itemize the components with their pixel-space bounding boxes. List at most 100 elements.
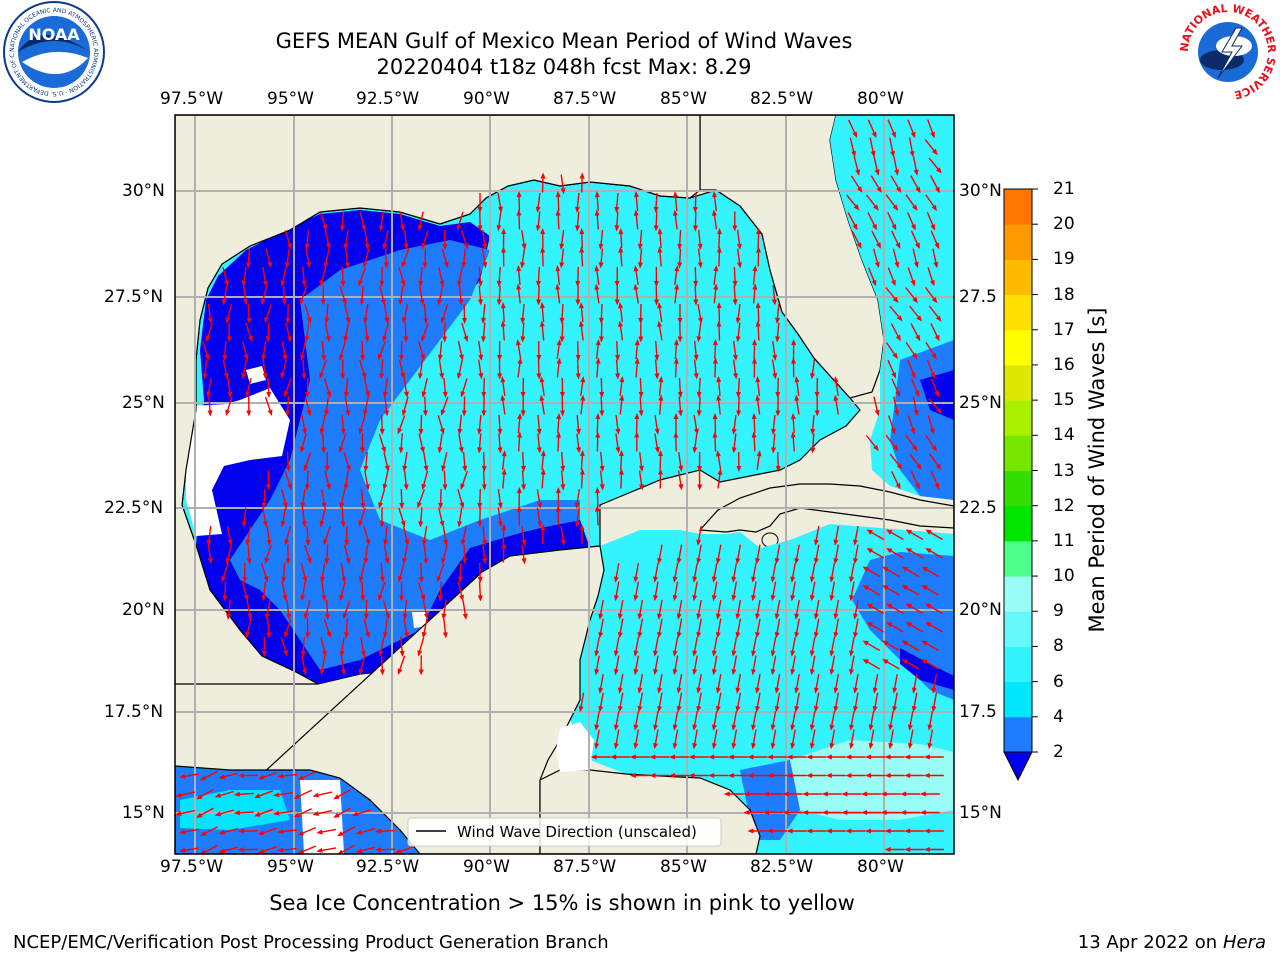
wave-direction-arrowhead — [299, 446, 305, 454]
colorbar-tick-label: 8 — [1053, 636, 1064, 657]
wave-direction-arrowhead — [633, 191, 639, 198]
wave-direction-arrowhead — [856, 242, 862, 249]
wave-direction-arrowhead — [672, 669, 678, 676]
wave-direction-arrowhead — [301, 373, 307, 380]
wave-direction-arrowhead — [536, 428, 542, 435]
wave-direction-arrowhead — [923, 754, 930, 760]
wave-direction-arrowhead — [497, 428, 503, 435]
wave-direction-arrowhead — [196, 794, 203, 800]
wave-direction-arrowhead — [931, 706, 937, 713]
wave-direction-arrowhead — [501, 524, 507, 531]
wave-direction-arrowhead — [868, 724, 874, 731]
lat-label-left: 25°N — [122, 393, 165, 413]
wave-direction-arrowhead — [909, 151, 915, 158]
wave-direction-arrowhead — [303, 464, 309, 472]
wave-direction-arrowhead — [886, 548, 893, 554]
wave-direction-arrowhead — [460, 483, 466, 490]
wave-direction-arrowhead — [895, 390, 900, 398]
wave-direction-arrowhead — [539, 394, 545, 401]
wave-direction-arrowhead — [712, 339, 718, 346]
wave-direction-arrowhead — [770, 650, 776, 657]
wave-direction-arrowhead — [342, 612, 348, 620]
wave-direction-arrowhead — [442, 632, 448, 639]
wave-direction-arrowhead — [770, 743, 776, 750]
colorbar — [1003, 188, 1038, 782]
wave-direction-arrowhead — [872, 223, 877, 231]
colorbar-cell — [1004, 259, 1032, 296]
wave-direction-arrowhead — [653, 650, 658, 657]
wave-direction-arrowhead — [397, 668, 403, 675]
wave-direction-arrowhead — [921, 640, 928, 646]
wave-direction-arrowhead — [857, 186, 863, 193]
wave-direction-arrowhead — [657, 320, 662, 327]
wave-direction-arrowhead — [175, 811, 182, 816]
wave-direction-arrowhead — [580, 376, 586, 383]
wave-direction-arrowhead — [559, 262, 565, 269]
wave-direction-arrowhead — [634, 431, 640, 438]
wave-direction-arrowhead — [462, 465, 468, 472]
wave-direction-arrowhead — [934, 334, 940, 342]
wave-direction-arrowhead — [241, 280, 247, 287]
wave-direction-arrowhead — [910, 279, 916, 287]
wave-direction-arrowhead — [540, 228, 546, 234]
wave-direction-arrowhead — [556, 431, 562, 438]
wave-direction-arrowhead — [540, 468, 546, 475]
wave-direction-arrowhead — [732, 299, 738, 306]
wave-direction-arrowhead — [556, 339, 562, 346]
wave-direction-arrowhead — [694, 428, 699, 435]
wave-direction-arrowhead — [459, 594, 464, 602]
wave-direction-arrowhead — [337, 831, 344, 837]
wave-direction-arrowhead — [806, 754, 813, 760]
wave-direction-arrowhead — [321, 502, 327, 509]
wave-direction-arrowhead — [829, 650, 835, 657]
wave-direction-arrowhead — [910, 372, 916, 379]
wave-direction-arrowhead — [293, 812, 301, 818]
wave-direction-arrowhead — [904, 754, 911, 760]
wave-direction-arrowhead — [382, 632, 388, 639]
wave-direction-arrowhead — [337, 849, 344, 854]
wave-direction-arrowhead — [380, 298, 386, 306]
wave-direction-arrowhead — [321, 354, 327, 361]
wave-direction-arrowhead — [280, 521, 286, 528]
wave-direction-arrowhead — [382, 335, 388, 343]
wave-direction-arrowhead — [772, 354, 778, 361]
wave-direction-arrowhead — [618, 468, 624, 475]
wave-direction-arrowhead — [751, 650, 756, 657]
wave-direction-arrowhead — [696, 687, 702, 694]
wave-direction-arrowhead — [439, 373, 445, 380]
wave-direction-arrowhead — [241, 373, 247, 380]
wave-direction-arrowhead — [900, 810, 907, 815]
wave-direction-arrowhead — [672, 209, 678, 216]
wave-direction-arrowhead — [894, 261, 900, 269]
wave-direction-arrowhead — [344, 632, 349, 639]
wave-direction-arrowhead — [520, 410, 526, 417]
lat-label-left: 17.5°N — [104, 702, 164, 722]
wave-direction-arrowhead — [790, 431, 796, 438]
wave-direction-arrowhead — [911, 224, 916, 231]
wave-direction-arrowhead — [379, 521, 385, 528]
wave-direction-arrowhead — [915, 334, 921, 342]
wave-direction-arrowhead — [254, 793, 261, 799]
wave-direction-arrowhead — [397, 576, 403, 583]
wave-direction-arrowhead — [536, 447, 542, 454]
wave-direction-arrowhead — [496, 225, 502, 232]
wave-direction-arrowhead — [384, 465, 390, 472]
wave-direction-arrowhead — [930, 372, 935, 379]
wave-direction-arrowhead — [613, 650, 619, 657]
wave-direction-arrowhead — [669, 773, 675, 778]
wave-direction-arrowhead — [672, 650, 678, 657]
wave-direction-arrowhead — [911, 352, 918, 360]
wave-direction-arrowhead — [677, 243, 683, 250]
wave-direction-arrowhead — [654, 373, 660, 380]
wave-direction-arrowhead — [417, 650, 423, 657]
wave-direction-arrowhead — [727, 754, 734, 760]
wave-direction-arrowhead — [672, 724, 678, 731]
wave-direction-arrowhead — [653, 576, 658, 583]
wave-direction-arrowhead — [833, 558, 839, 565]
wave-direction-arrowhead — [333, 812, 340, 818]
colorbar-cell — [1004, 716, 1032, 753]
wave-direction-arrowhead — [559, 336, 565, 343]
wave-direction-arrowhead — [379, 280, 385, 287]
wave-direction-arrowhead — [436, 575, 442, 583]
colorbar-cell — [1004, 470, 1032, 507]
